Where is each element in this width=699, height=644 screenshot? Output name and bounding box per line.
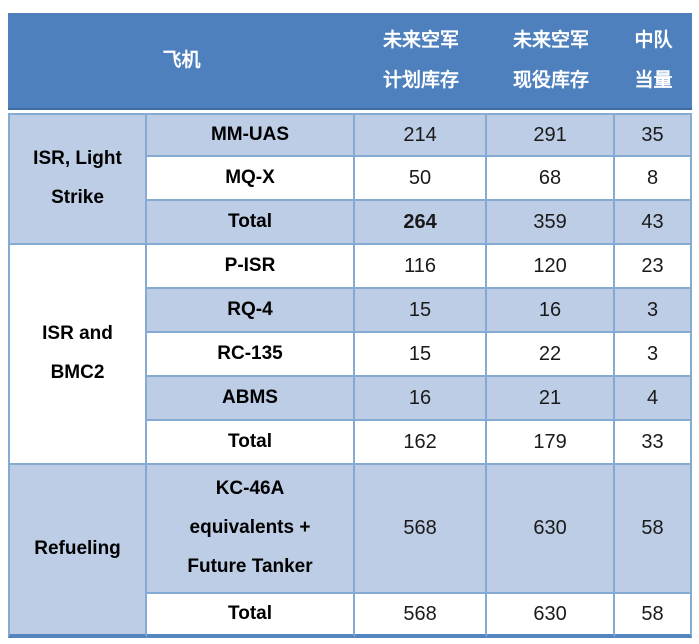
group-cell-isr-and-bmc2: ISR and BMC2 (8, 245, 147, 465)
planned-value-cell: 16 (355, 377, 488, 421)
aircraft-name-cell: RC-135 (147, 333, 356, 377)
squadron-value-cell: 43 (615, 201, 693, 245)
squadron-value-cell: 58 (615, 465, 693, 594)
table-row: RQ-4 15 16 3 (8, 289, 693, 333)
planned-value-cell: 214 (355, 113, 488, 157)
header-body-gap (8, 110, 693, 113)
squadron-value-cell: 3 (615, 289, 693, 333)
aircraft-name-cell: KC-46A equivalents + Future Tanker (147, 465, 356, 594)
header-aircraft-label: 飞机 (162, 49, 201, 71)
table-row-total: Total 162 179 33 (8, 421, 693, 465)
header-cell-planned-inventory: 未来空军 计划库存 (355, 13, 488, 110)
group-cell-refueling: Refueling (8, 465, 147, 638)
aircraft-inventory-table: 飞机 未来空军 计划库存 未来空军 现役库存 中队 当量 ISR, Light … (8, 13, 693, 638)
aircraft-name-cell: MM-UAS (147, 113, 356, 157)
total-label-cell: Total (147, 201, 356, 245)
aircraft-name-cell: P-ISR (147, 245, 356, 289)
table-row: MQ-X 50 68 8 (8, 157, 693, 201)
aircraft-name-cell: MQ-X (147, 157, 356, 201)
squadron-value-cell: 4 (615, 377, 693, 421)
active-value-cell: 21 (487, 377, 616, 421)
squadron-value-cell: 8 (615, 157, 693, 201)
planned-value-cell: 568 (355, 465, 488, 594)
active-value-cell: 120 (487, 245, 616, 289)
planned-value-cell: 15 (355, 333, 488, 377)
header-active-line1: 未来空军 (513, 29, 590, 51)
header-squadron-line1: 中队 (634, 29, 673, 51)
aircraft-name-cell: RQ-4 (147, 289, 356, 333)
active-value-cell: 22 (487, 333, 616, 377)
squadron-value-cell: 58 (615, 594, 693, 638)
header-cell-active-inventory: 未来空军 现役库存 (487, 13, 616, 110)
active-value-cell: 68 (487, 157, 616, 201)
table-row-total: Total 264 359 43 (8, 201, 693, 245)
squadron-value-cell: 33 (615, 421, 693, 465)
group-label: Refueling (34, 538, 121, 560)
squadron-value-cell: 3 (615, 333, 693, 377)
aircraft-name-cell: ABMS (147, 377, 356, 421)
header-squadron-line2: 当量 (634, 69, 673, 91)
header-planned-line2: 计划库存 (383, 69, 460, 91)
active-value-cell: 630 (487, 465, 616, 594)
table-row: ISR and BMC2 P-ISR 116 120 23 (8, 245, 693, 465)
active-value-cell: 630 (487, 594, 616, 638)
planned-value-cell: 162 (355, 421, 488, 465)
planned-value-cell: 50 (355, 157, 488, 201)
group-cell-isr-light-strike: ISR, Light Strike (8, 113, 147, 245)
table-row: ISR, Light Strike MM-UAS 214 291 35 (8, 113, 693, 245)
group-label: ISR, Light Strike (33, 148, 122, 208)
table-row: ABMS 16 21 4 (8, 377, 693, 421)
planned-value-cell: 264 (355, 201, 488, 245)
active-value-cell: 179 (487, 421, 616, 465)
table-row-total: Total 568 630 58 (8, 594, 693, 638)
group-label: ISR and BMC2 (42, 323, 113, 383)
header-active-line2: 现役库存 (513, 69, 590, 91)
active-value-cell: 16 (487, 289, 616, 333)
planned-value-cell: 116 (355, 245, 488, 289)
planned-value-cell: 568 (355, 594, 488, 638)
table-row: Refueling KC-46A equivalents + Future Ta… (8, 465, 693, 638)
table-row: RC-135 15 22 3 (8, 333, 693, 377)
aircraft-inventory-table-wrap: 飞机 未来空军 计划库存 未来空军 现役库存 中队 当量 ISR, Light … (8, 13, 699, 638)
active-value-cell: 291 (487, 113, 616, 157)
total-label-cell: Total (147, 421, 356, 465)
planned-value-cell: 15 (355, 289, 488, 333)
squadron-value-cell: 35 (615, 113, 693, 157)
squadron-value-cell: 23 (615, 245, 693, 289)
header-planned-line1: 未来空军 (383, 29, 460, 51)
active-value-cell: 359 (487, 201, 616, 245)
total-label-cell: Total (147, 594, 356, 638)
header-cell-squadron-equivalent: 中队 当量 (615, 13, 693, 110)
aircraft-name-multiline: KC-46A equivalents + Future Tanker (187, 478, 313, 577)
header-row: 飞机 未来空军 计划库存 未来空军 现役库存 中队 当量 (8, 13, 693, 110)
header-cell-aircraft: 飞机 (8, 13, 356, 110)
